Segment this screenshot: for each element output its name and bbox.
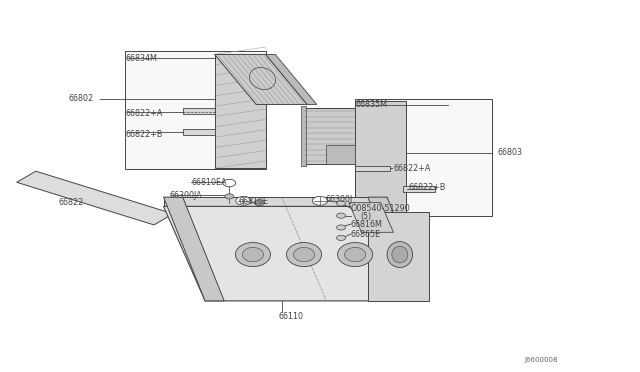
- Polygon shape: [368, 212, 429, 301]
- Polygon shape: [17, 171, 173, 225]
- Polygon shape: [349, 203, 394, 232]
- Text: 66822+A: 66822+A: [394, 164, 431, 173]
- Text: 66822+A: 66822+A: [125, 109, 163, 118]
- Polygon shape: [182, 108, 214, 114]
- Text: 66803: 66803: [497, 148, 522, 157]
- Text: 66810EA: 66810EA: [191, 178, 227, 187]
- Ellipse shape: [392, 246, 408, 263]
- Polygon shape: [368, 197, 429, 301]
- Text: 66822: 66822: [58, 198, 83, 207]
- Text: 66300J: 66300J: [325, 195, 353, 204]
- Text: 66865E: 66865E: [351, 230, 381, 239]
- Polygon shape: [304, 108, 355, 164]
- Polygon shape: [266, 54, 317, 105]
- Polygon shape: [301, 106, 306, 166]
- Text: 66822+B: 66822+B: [408, 183, 445, 192]
- Circle shape: [312, 196, 328, 205]
- Circle shape: [337, 225, 346, 230]
- Ellipse shape: [236, 243, 271, 267]
- Text: 66300JA: 66300JA: [170, 191, 202, 200]
- Polygon shape: [164, 197, 387, 206]
- Circle shape: [236, 196, 251, 205]
- Text: 66110: 66110: [278, 312, 303, 321]
- Text: 66834M: 66834M: [125, 54, 157, 62]
- Ellipse shape: [387, 241, 413, 267]
- Polygon shape: [403, 186, 435, 192]
- Polygon shape: [182, 129, 214, 135]
- Text: 66816M: 66816M: [351, 221, 383, 230]
- Ellipse shape: [344, 247, 365, 262]
- Polygon shape: [355, 166, 390, 171]
- Ellipse shape: [287, 243, 321, 267]
- Text: 66810E: 66810E: [238, 197, 268, 206]
- FancyBboxPatch shape: [355, 99, 492, 216]
- FancyBboxPatch shape: [125, 51, 266, 169]
- Circle shape: [225, 194, 234, 199]
- Circle shape: [337, 201, 346, 206]
- Text: Ó08540-51290: Ó08540-51290: [351, 205, 410, 214]
- Polygon shape: [164, 206, 429, 301]
- Text: J6600008: J6600008: [524, 357, 558, 363]
- Polygon shape: [355, 101, 406, 216]
- Text: 66802: 66802: [68, 94, 93, 103]
- Text: 66822+B: 66822+B: [125, 130, 163, 140]
- Circle shape: [337, 213, 346, 218]
- Ellipse shape: [337, 243, 372, 267]
- Polygon shape: [214, 54, 266, 168]
- Circle shape: [337, 235, 346, 240]
- Text: (5): (5): [360, 212, 371, 221]
- Polygon shape: [326, 145, 355, 164]
- Circle shape: [223, 179, 236, 187]
- Ellipse shape: [294, 247, 315, 262]
- Circle shape: [254, 200, 264, 206]
- Polygon shape: [214, 54, 307, 105]
- Ellipse shape: [243, 247, 264, 262]
- Polygon shape: [164, 197, 224, 301]
- Text: 66835M: 66835M: [355, 100, 387, 109]
